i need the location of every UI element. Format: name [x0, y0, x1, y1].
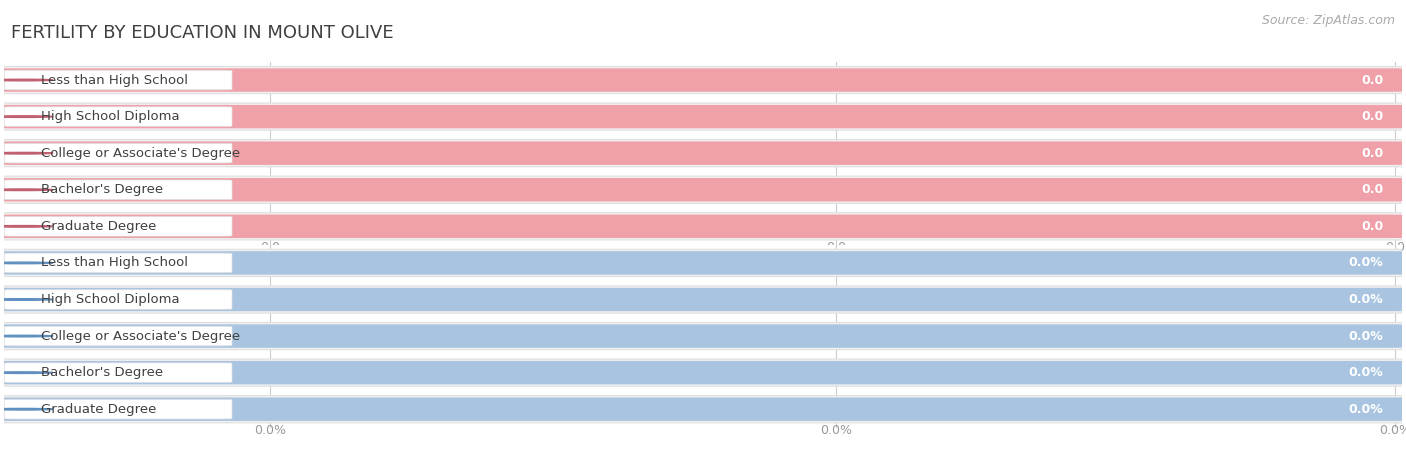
Circle shape	[0, 335, 53, 337]
FancyBboxPatch shape	[0, 398, 1406, 421]
Text: College or Associate's Degree: College or Associate's Degree	[41, 147, 239, 160]
FancyBboxPatch shape	[4, 143, 232, 163]
Text: College or Associate's Degree: College or Associate's Degree	[41, 330, 239, 342]
Text: 0.0: 0.0	[260, 241, 280, 254]
Text: 0.0%: 0.0%	[820, 424, 852, 437]
Circle shape	[0, 262, 53, 264]
Text: 0.0: 0.0	[1361, 110, 1384, 123]
Text: 0.0%: 0.0%	[1348, 293, 1384, 306]
Circle shape	[0, 372, 53, 373]
FancyBboxPatch shape	[4, 326, 232, 346]
Text: 0.0%: 0.0%	[253, 424, 285, 437]
FancyBboxPatch shape	[0, 140, 1406, 167]
Text: 0.0: 0.0	[1385, 241, 1405, 254]
Text: 0.0%: 0.0%	[1348, 403, 1384, 416]
FancyBboxPatch shape	[0, 105, 1406, 128]
Circle shape	[0, 299, 53, 300]
Text: High School Diploma: High School Diploma	[41, 110, 179, 123]
FancyBboxPatch shape	[4, 290, 232, 309]
Text: 0.0: 0.0	[1361, 147, 1384, 160]
FancyBboxPatch shape	[0, 323, 1406, 350]
Text: 0.0: 0.0	[1361, 183, 1384, 196]
Text: 0.0: 0.0	[825, 241, 846, 254]
FancyBboxPatch shape	[0, 178, 1406, 201]
FancyBboxPatch shape	[0, 288, 1406, 311]
FancyBboxPatch shape	[0, 213, 1406, 240]
FancyBboxPatch shape	[0, 251, 1406, 275]
Text: Graduate Degree: Graduate Degree	[41, 220, 156, 233]
FancyBboxPatch shape	[0, 396, 1406, 423]
FancyBboxPatch shape	[0, 324, 1406, 348]
FancyBboxPatch shape	[0, 176, 1406, 203]
Circle shape	[0, 408, 53, 410]
Text: Graduate Degree: Graduate Degree	[41, 403, 156, 416]
Circle shape	[0, 189, 53, 190]
FancyBboxPatch shape	[4, 107, 232, 126]
Text: Less than High School: Less than High School	[41, 256, 187, 269]
FancyBboxPatch shape	[4, 363, 232, 382]
Text: Bachelor's Degree: Bachelor's Degree	[41, 183, 163, 196]
Text: 0.0%: 0.0%	[1348, 330, 1384, 342]
FancyBboxPatch shape	[0, 361, 1406, 384]
Text: 0.0%: 0.0%	[1379, 424, 1406, 437]
FancyBboxPatch shape	[0, 103, 1406, 130]
Text: 0.0%: 0.0%	[1348, 366, 1384, 379]
FancyBboxPatch shape	[4, 70, 232, 90]
FancyBboxPatch shape	[0, 68, 1406, 92]
FancyBboxPatch shape	[0, 286, 1406, 313]
FancyBboxPatch shape	[4, 253, 232, 273]
Circle shape	[0, 152, 53, 154]
Text: Less than High School: Less than High School	[41, 74, 187, 86]
Text: High School Diploma: High School Diploma	[41, 293, 179, 306]
Text: 0.0: 0.0	[1361, 220, 1384, 233]
FancyBboxPatch shape	[4, 217, 232, 236]
FancyBboxPatch shape	[0, 66, 1406, 94]
Circle shape	[0, 226, 53, 227]
FancyBboxPatch shape	[0, 142, 1406, 165]
FancyBboxPatch shape	[4, 180, 232, 200]
FancyBboxPatch shape	[0, 359, 1406, 386]
FancyBboxPatch shape	[0, 249, 1406, 276]
Text: 0.0: 0.0	[1361, 74, 1384, 86]
Text: 0.0%: 0.0%	[1348, 256, 1384, 269]
FancyBboxPatch shape	[0, 215, 1406, 238]
Text: Source: ZipAtlas.com: Source: ZipAtlas.com	[1261, 14, 1395, 27]
Circle shape	[0, 79, 53, 81]
Text: FERTILITY BY EDUCATION IN MOUNT OLIVE: FERTILITY BY EDUCATION IN MOUNT OLIVE	[11, 24, 394, 42]
Text: Bachelor's Degree: Bachelor's Degree	[41, 366, 163, 379]
Circle shape	[0, 116, 53, 117]
FancyBboxPatch shape	[4, 399, 232, 419]
